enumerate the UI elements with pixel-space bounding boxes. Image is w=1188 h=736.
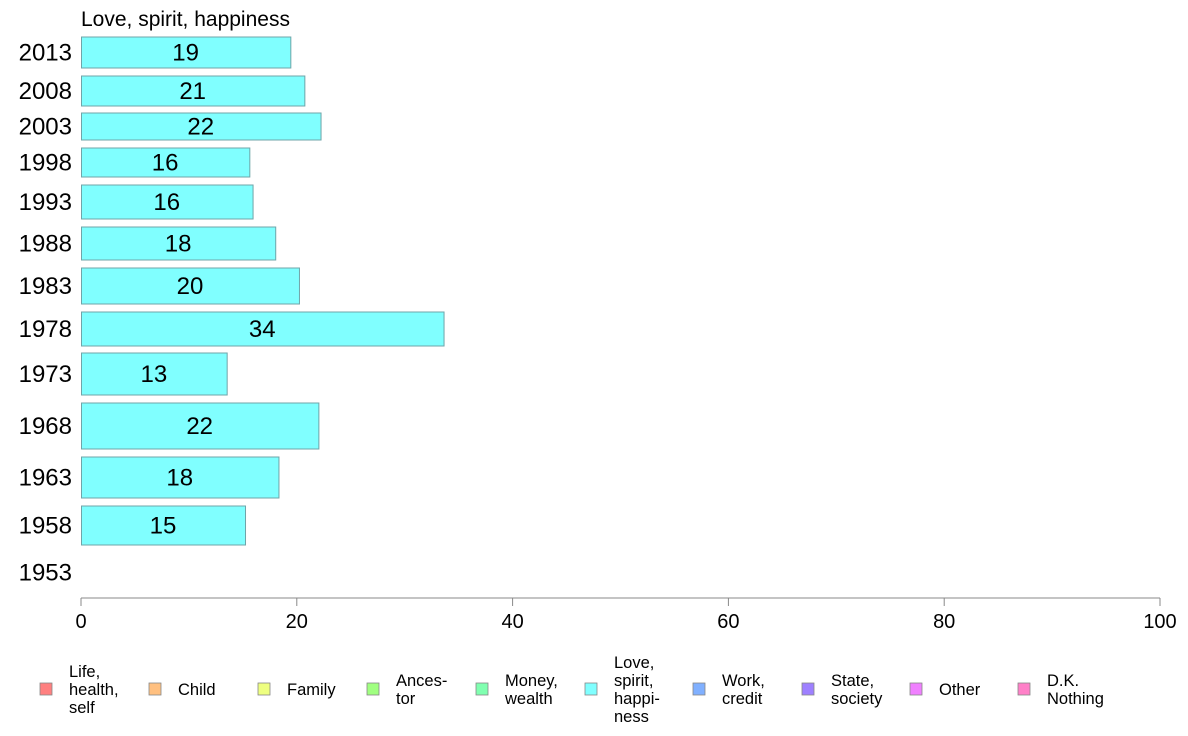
y-tick-label: 1963 [19,465,72,492]
legend-swatch [475,682,489,696]
y-tick-label: 1988 [19,231,72,258]
legend-swatch [801,682,815,696]
legend-label: Child [178,681,216,699]
legend-swatch [909,682,923,696]
legend-swatch [257,682,271,696]
legend-label: Money, [505,672,558,690]
legend-swatch [1017,682,1031,696]
y-tick-label: 2003 [19,114,72,141]
legend-label: health, [69,681,119,699]
x-tick-label: 40 [501,611,523,633]
bar-value-label: 13 [140,361,167,388]
legend-swatch [148,682,162,696]
legend-swatch [366,682,380,696]
bar-value-label: 18 [165,231,192,258]
bar-value-label: 22 [186,413,213,440]
bar [81,184,254,220]
legend-label: happi- [614,690,660,708]
bar-value-label: 22 [187,114,214,141]
y-tick-label: 1983 [19,273,72,300]
y-tick-label: 1998 [19,150,72,177]
legend-label: self [69,699,95,717]
legend-swatch [692,682,706,696]
bar [81,505,247,546]
legend-swatch [39,682,53,696]
legend-label: Family [287,681,336,699]
legend-label: Ances- [396,672,447,690]
bar [81,267,300,305]
legend-label: Love, [614,654,654,672]
chart-title: Love, spirit, happiness [81,8,290,31]
y-tick-label: 1968 [19,413,72,440]
y-tick-label: 1973 [19,361,72,388]
bar-value-label: 16 [153,189,180,216]
bar [81,402,320,450]
x-tick-label: 100 [1143,611,1176,633]
bar [81,226,277,261]
x-tick-label: 0 [75,611,86,633]
legend-label: society [831,690,883,708]
bar-value-label: 18 [166,465,193,492]
y-tick-label: 1958 [19,513,72,540]
x-tick-label: 60 [717,611,739,633]
bar [81,456,280,499]
bar-value-label: 21 [179,78,206,105]
legend-label: credit [722,690,763,708]
bar [81,36,292,69]
legend-label: D.K. [1047,672,1079,690]
bar-value-label: 20 [177,273,204,300]
y-tick-label: 2008 [19,78,72,105]
bar [81,147,251,178]
legend-label: spirit, [614,672,653,690]
x-tick-label: 20 [286,611,308,633]
legend-label: State, [831,672,874,690]
x-axis: 0 20 40 60 80 100 [75,597,1177,633]
bar [81,112,322,141]
legend-label: Nothing [1047,690,1104,708]
y-tick-label: 2013 [19,40,72,67]
bar [81,75,306,107]
legend-swatch [584,682,598,696]
y-tick-label: 1953 [19,560,72,587]
legend-label: ness [614,708,649,726]
bar-value-label: 19 [172,40,199,67]
y-tick-label: 1978 [19,316,72,343]
legend-label: tor [396,690,416,708]
bar-value-label: 15 [150,513,177,540]
bar [81,352,228,396]
legend: Life,health,self Child Family Ances-tor Mone… [39,654,1104,726]
legend-label: wealth [504,690,553,708]
legend-label: Life, [69,663,100,681]
bar-value-label: 34 [249,316,276,343]
legend-label: Work, [722,672,765,690]
legend-label: Other [939,681,981,699]
y-tick-label: 1993 [19,189,72,216]
bar [81,311,445,347]
bar-value-label: 16 [152,150,179,177]
x-tick-label: 80 [933,611,955,633]
